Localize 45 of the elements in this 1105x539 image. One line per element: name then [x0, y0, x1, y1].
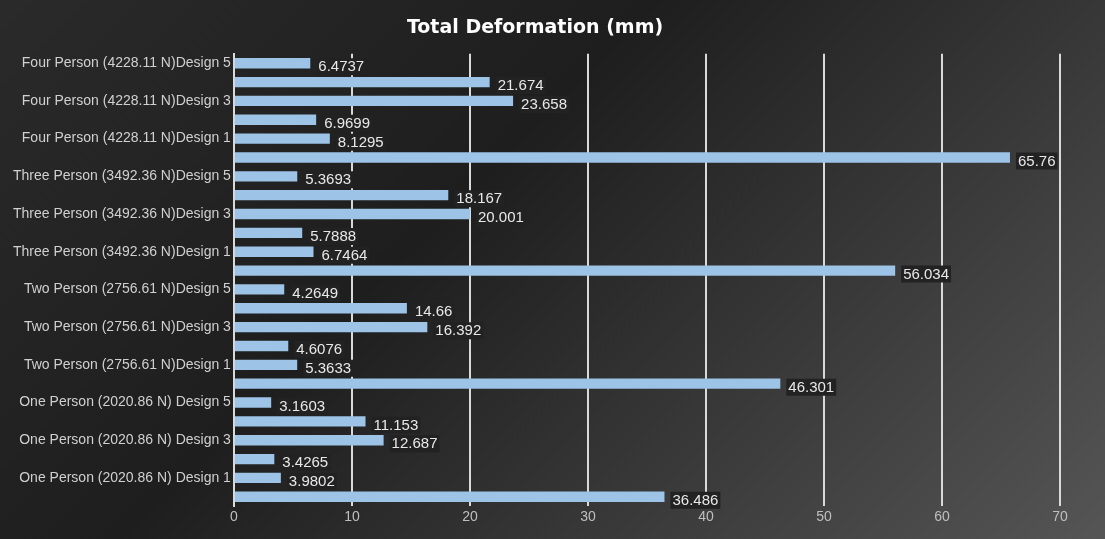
y-tick-label: Four Person (4228.11 N)Design 5: [21, 54, 232, 71]
y-tick-label: Four Person (4228.11 N)Design 1: [21, 129, 232, 146]
x-tick-label: 70: [1052, 508, 1068, 525]
y-tick-label: One Person (2020.86 N) Design 3: [19, 431, 232, 448]
data-label: 5.7888: [310, 227, 357, 245]
data-label: 4.6076: [296, 340, 343, 358]
x-tick-label: 20: [462, 508, 478, 525]
y-tick-label: Four Person (4228.11 N)Design 3: [21, 91, 232, 108]
chart-title: Total Deformation (mm): [406, 15, 664, 38]
y-tick-label: Three Person (3492.36 N)Design 3: [12, 204, 232, 221]
data-label: 5.3633: [305, 358, 352, 376]
data-label: 12.687: [391, 434, 438, 452]
data-label: 3.9802: [288, 472, 335, 490]
y-tick-label: One Person (2020.86 N) Design 1: [19, 468, 232, 485]
x-tick-label: 40: [698, 508, 714, 525]
x-tick-label: 0: [230, 508, 238, 525]
data-label: 36.486: [672, 490, 719, 508]
data-label: 56.034: [903, 264, 950, 282]
y-tick-label: Two Person (2756.61 N)Design 3: [23, 317, 232, 334]
data-label: 3.4265: [282, 453, 329, 471]
data-label: 20.001: [477, 208, 524, 226]
data-label: 6.4737: [318, 57, 365, 75]
data-label: 16.392: [435, 321, 482, 339]
data-label: 6.9699: [324, 113, 371, 131]
data-label: 4.2649: [292, 283, 339, 301]
data-label: 46.301: [788, 377, 835, 395]
x-tick-label: 10: [344, 508, 360, 525]
data-label: 23.658: [521, 95, 567, 113]
data-label: 14.66: [414, 302, 453, 320]
data-label: 8.1295: [337, 132, 384, 150]
y-tick-label: Three Person (3492.36 N)Design 5: [12, 167, 232, 184]
data-label: 11.153: [373, 415, 419, 433]
data-label: 65.76: [1017, 151, 1056, 169]
data-label: 21.674: [497, 76, 544, 94]
y-tick-label: Three Person (3492.36 N)Design 1: [12, 242, 232, 259]
data-label: 3.1603: [279, 396, 326, 414]
x-tick-label: 30: [580, 508, 596, 525]
data-label: 18.167: [456, 189, 503, 207]
x-tick-label: 60: [934, 508, 950, 525]
y-tick-label: One Person (2020.86 N) Design 5: [19, 393, 232, 410]
x-tick-label: 50: [816, 508, 832, 525]
y-tick-label: Two Person (2756.61 N)Design 1: [23, 355, 232, 372]
y-tick-label: Two Person (2756.61 N)Design 5: [23, 280, 232, 297]
data-label: 5.3693: [305, 170, 352, 188]
data-label: 6.7464: [321, 245, 368, 263]
